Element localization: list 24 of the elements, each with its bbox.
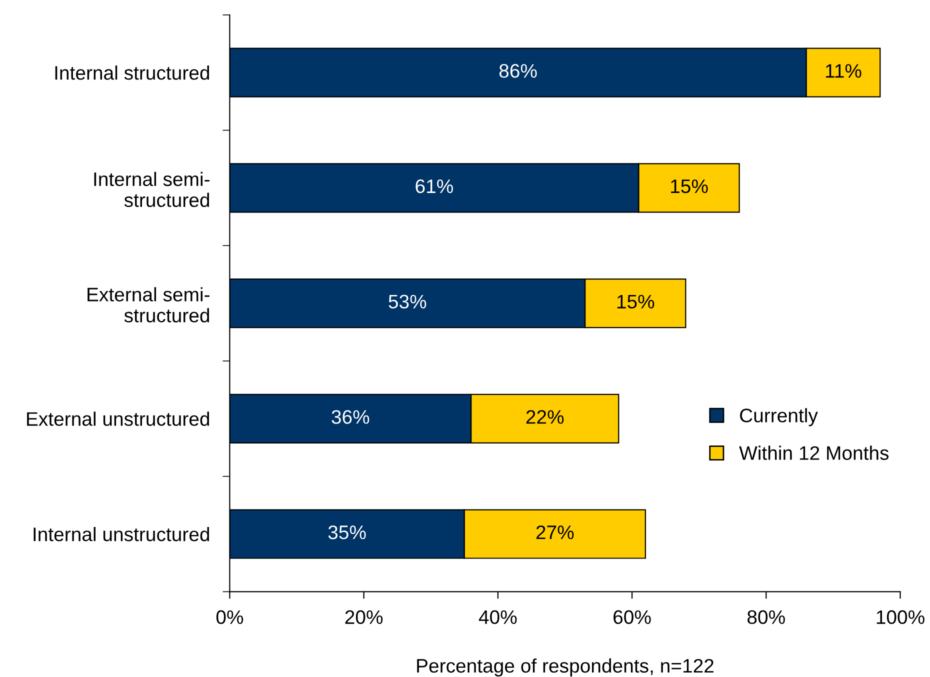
data-label: 86% xyxy=(499,64,537,78)
data-label: 36% xyxy=(332,410,370,424)
x-tick-label: 80% xyxy=(748,610,785,624)
y-tick-label: External semi- structured xyxy=(88,287,210,322)
legend-label: Currently xyxy=(740,408,818,426)
data-label: 11% xyxy=(826,64,862,78)
x-tick-label: 20% xyxy=(345,610,383,624)
x-tick-label: 60% xyxy=(614,610,651,624)
x-tick-label: 40% xyxy=(478,610,517,624)
data-label: 22% xyxy=(526,410,564,424)
data-label: 35% xyxy=(328,525,366,540)
y-tick-label: Internal structured xyxy=(55,66,210,80)
data-label: 15% xyxy=(617,294,654,309)
x-tick-label: 100% xyxy=(876,610,924,624)
data-label: 15% xyxy=(671,179,708,194)
data-label: 27% xyxy=(536,525,574,540)
y-tick-label: Internal unstructured xyxy=(34,526,210,542)
legend-label: Within 12 Months xyxy=(739,446,889,460)
x-axis-title: Percentage of respondents, n=122 xyxy=(417,658,714,677)
data-label: 53% xyxy=(388,294,426,309)
data-label: 61% xyxy=(416,179,453,194)
x-tick-label: 0% xyxy=(216,610,244,624)
y-tick-label: External unstructured xyxy=(27,412,210,426)
y-tick-label: Internal semi- structured xyxy=(94,172,210,208)
